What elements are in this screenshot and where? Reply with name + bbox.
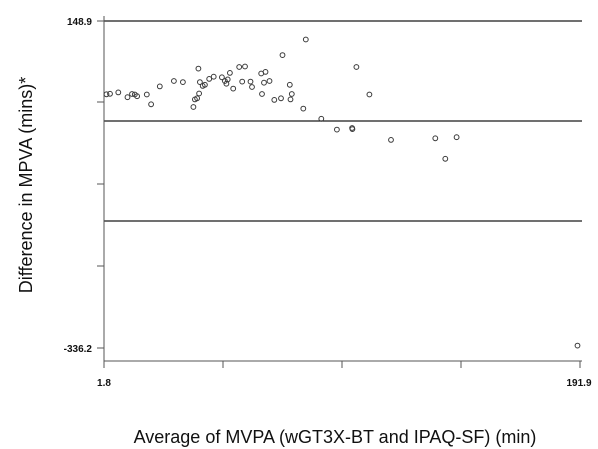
x-tick-label-left: 1.8 (97, 378, 111, 389)
data-point (107, 90, 113, 97)
data-point (288, 91, 295, 97)
data-point (115, 89, 122, 96)
data-point (143, 91, 150, 98)
y-tick-label-top: 148.9 (67, 17, 92, 28)
data-point (242, 63, 248, 70)
data-point (239, 78, 246, 85)
data-points (103, 36, 581, 349)
data-point (206, 76, 213, 82)
data-point (134, 93, 141, 100)
y-axis-title: Difference in MPVA (mins)* (16, 77, 36, 293)
data-point (202, 81, 208, 88)
data-point (271, 97, 278, 103)
data-point (266, 78, 273, 84)
data-point (366, 91, 373, 98)
data-point (302, 36, 309, 43)
data-point (442, 155, 449, 162)
data-point (286, 81, 293, 88)
data-point (194, 95, 201, 102)
data-point (230, 85, 237, 92)
data-point (453, 134, 460, 141)
data-point (124, 94, 131, 101)
data-point (190, 104, 197, 110)
data-point (432, 135, 439, 142)
data-point (261, 79, 267, 86)
x-tick-label-right: 191.9 (566, 378, 591, 389)
data-point (148, 101, 155, 108)
data-point (259, 91, 265, 97)
data-point (156, 83, 163, 90)
data-point (210, 73, 217, 80)
data-point (219, 74, 225, 81)
data-point (287, 96, 294, 103)
data-point (224, 76, 231, 83)
data-point (129, 91, 135, 97)
x-axis-ticks (103, 361, 581, 368)
axes (103, 16, 582, 362)
data-point (349, 125, 356, 131)
data-point (227, 70, 233, 76)
data-point (318, 115, 325, 122)
ref-lines (104, 20, 582, 222)
y-axis-ticks (97, 20, 104, 349)
data-point (279, 52, 286, 58)
data-point (353, 64, 360, 70)
data-point (300, 105, 307, 112)
data-point (249, 84, 255, 90)
data-point (103, 91, 110, 98)
tick-labels: 148.9 -336.2 1.8 191.9 (64, 17, 592, 389)
x-axis-title: Average of MVPA (wGT3X-BT and IPAQ-SF) (… (134, 427, 537, 447)
data-point (247, 78, 254, 85)
data-point (262, 69, 269, 75)
data-point (171, 78, 177, 84)
data-point (574, 342, 581, 349)
data-point (197, 79, 203, 85)
data-point (180, 79, 186, 85)
data-point (334, 126, 340, 133)
data-point (236, 64, 243, 70)
data-point (278, 95, 284, 102)
data-point (195, 65, 202, 72)
data-point (388, 137, 394, 143)
y-tick-label-bottom: -336.2 (64, 344, 93, 355)
data-point (196, 90, 203, 97)
